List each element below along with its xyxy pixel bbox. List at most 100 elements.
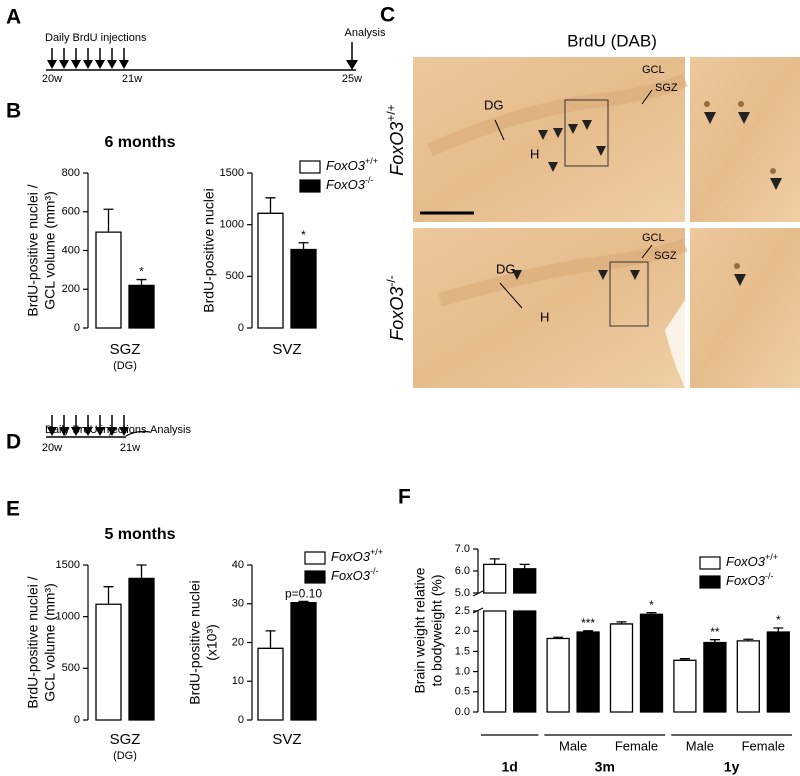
bar bbox=[95, 231, 122, 329]
error-bar bbox=[583, 630, 594, 633]
legend-sup: +/+ bbox=[370, 547, 383, 557]
genotype: FoxO3 bbox=[387, 287, 407, 341]
legend-sup: +/+ bbox=[765, 552, 778, 562]
region-label: SGZ bbox=[655, 82, 678, 94]
bar bbox=[483, 563, 507, 713]
y-tick-label: 0.0 bbox=[455, 706, 470, 718]
x-tick-label: Female bbox=[742, 738, 785, 753]
x-tick-label: SGZ bbox=[110, 341, 141, 358]
y-tick-label: 800 bbox=[62, 167, 80, 179]
timeline-tick: 21w bbox=[120, 442, 140, 454]
genotype: FoxO3 bbox=[387, 122, 407, 176]
region-label: GCL bbox=[642, 64, 665, 76]
legend-name: FoxO3 bbox=[331, 549, 371, 564]
y-tick-label: 1000 bbox=[56, 611, 80, 623]
axis-break bbox=[472, 590, 484, 597]
bar bbox=[673, 659, 697, 713]
chart-title: 6 months bbox=[104, 134, 175, 151]
legend-sup: -/- bbox=[765, 571, 774, 581]
cell-layer bbox=[437, 238, 688, 307]
group-label: 1d bbox=[502, 759, 518, 775]
legend-label: FoxO3-/- bbox=[331, 566, 379, 583]
y-tick-label: 0.5 bbox=[455, 686, 470, 698]
leader bbox=[499, 282, 523, 309]
legend-swatch bbox=[299, 160, 321, 174]
legend-name: FoxO3 bbox=[726, 554, 766, 569]
y-tick-label: 0 bbox=[74, 322, 80, 334]
legend-sup: +/+ bbox=[365, 156, 378, 166]
legend-label: FoxO3+/+ bbox=[326, 156, 378, 173]
y-tick-label: 400 bbox=[62, 244, 80, 256]
y-tick-label: 1.5 bbox=[455, 645, 470, 657]
legend-label: FoxO3-/- bbox=[726, 571, 774, 588]
error-bar bbox=[489, 558, 500, 565]
timeline: Daily BrdU injections 20w 21w 25w Analys… bbox=[42, 27, 386, 85]
x-tick-label: SVZ bbox=[272, 341, 301, 358]
arrow-head bbox=[107, 60, 117, 69]
error-bar bbox=[136, 564, 147, 579]
region-label: GCL bbox=[642, 232, 665, 244]
y-tick-label: 0 bbox=[238, 714, 244, 726]
error-bar bbox=[743, 638, 754, 641]
axis-break bbox=[472, 607, 484, 614]
timeline-tick: 25w bbox=[342, 73, 362, 85]
inset-box bbox=[564, 99, 609, 167]
legend-label: FoxO3+/+ bbox=[726, 552, 778, 569]
region-label: DG bbox=[496, 261, 516, 276]
error-bar bbox=[136, 278, 147, 286]
micrograph bbox=[690, 57, 800, 222]
panel-letter: C bbox=[380, 4, 395, 27]
bar bbox=[95, 603, 122, 721]
legend-sup: -/- bbox=[370, 566, 379, 576]
y-tick-label: 1500 bbox=[56, 559, 80, 571]
error-bar bbox=[709, 639, 720, 643]
y-tick-label: 0 bbox=[238, 322, 244, 334]
bar bbox=[736, 640, 760, 713]
arrow bbox=[125, 430, 151, 437]
timeline-label: Daily BrdU injections bbox=[45, 424, 147, 436]
y-tick-label: 40 bbox=[232, 559, 244, 571]
x-tick-note: (DG) bbox=[113, 750, 137, 762]
error-bar bbox=[298, 242, 309, 250]
arrow-head bbox=[47, 60, 57, 69]
group-label: 3m bbox=[595, 759, 615, 775]
significance: * bbox=[649, 598, 654, 612]
legend-sup: -/- bbox=[365, 175, 374, 185]
panel-letter: E bbox=[6, 498, 20, 521]
y-tick-label: 600 bbox=[62, 206, 80, 218]
bar bbox=[290, 601, 317, 721]
bar bbox=[609, 623, 634, 713]
significance: * bbox=[776, 613, 781, 627]
panel-letter: B bbox=[6, 100, 21, 123]
arrow-head bbox=[59, 427, 69, 436]
y-tick-label: 1000 bbox=[220, 219, 244, 231]
y-tick-label: 0 bbox=[74, 714, 80, 726]
legend-swatch bbox=[699, 556, 721, 570]
error-bar bbox=[553, 636, 564, 639]
y-tick-label: 500 bbox=[226, 270, 244, 282]
panel-letter: A bbox=[6, 6, 21, 29]
leader bbox=[494, 119, 505, 141]
x-tick-note: (DG) bbox=[113, 360, 137, 372]
significance: * bbox=[301, 228, 306, 242]
bar bbox=[576, 631, 600, 713]
arrow-head bbox=[47, 427, 57, 436]
error-bar bbox=[519, 563, 530, 569]
arrowheads bbox=[512, 112, 782, 286]
y-axis-label: to bodyweight (%) bbox=[429, 574, 445, 686]
x-tick-label: SVZ bbox=[272, 731, 301, 748]
timeline-tick: 21w bbox=[122, 73, 142, 85]
x-tick-label: SGZ bbox=[110, 731, 141, 748]
timeline: Daily BrdU injections 20w 21w Analysis bbox=[42, 415, 191, 454]
region-label: H bbox=[530, 146, 539, 161]
legend-swatch bbox=[299, 179, 321, 193]
y-axis-label: BrdU-positive nuclei bbox=[187, 580, 203, 705]
arrow-head bbox=[119, 60, 129, 69]
error-bar bbox=[646, 611, 657, 615]
micrograph bbox=[690, 228, 800, 388]
arrow-head bbox=[71, 427, 81, 436]
leader bbox=[641, 89, 653, 105]
timeline-event: Analysis bbox=[345, 27, 386, 39]
y-tick-label: 500 bbox=[62, 662, 80, 674]
